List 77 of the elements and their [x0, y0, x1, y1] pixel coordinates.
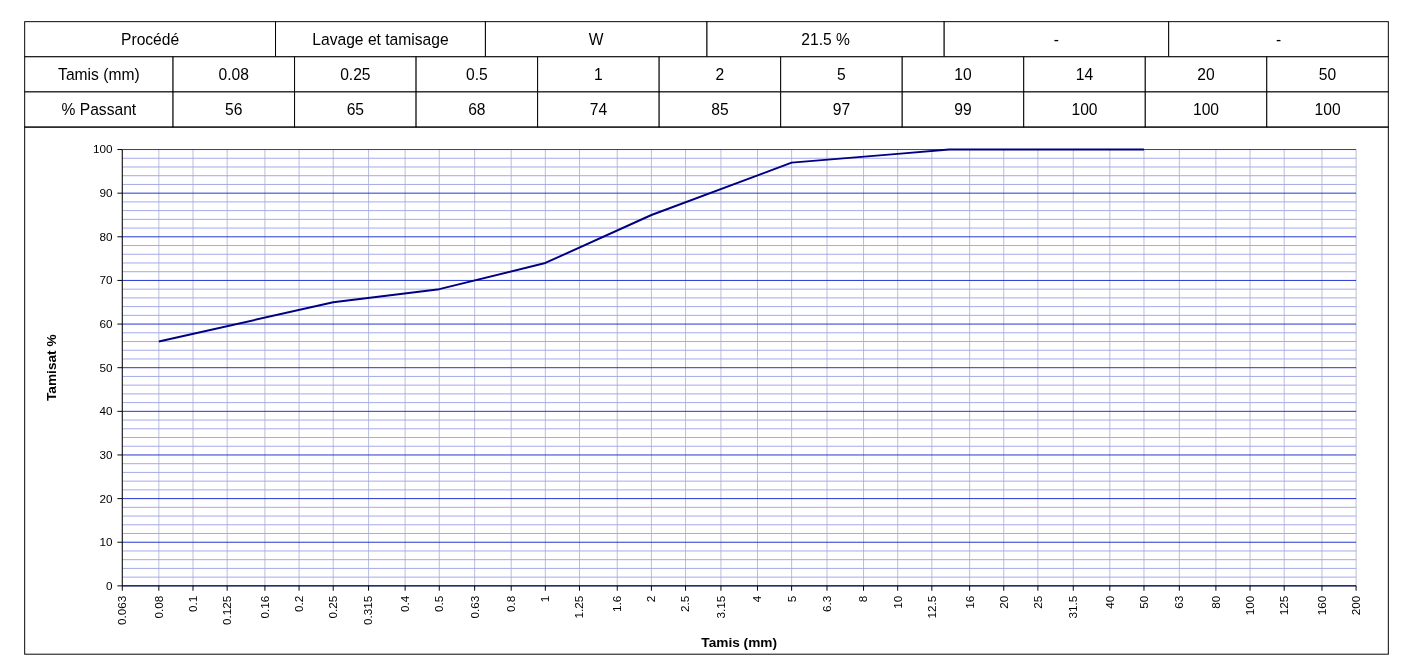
x-tick-label: 25 [1030, 595, 1044, 609]
y-tick-label: 70 [99, 273, 114, 287]
x-tick-label: 100 [1242, 595, 1256, 616]
y-tick-label: 90 [99, 186, 114, 200]
x-tick-label: 0.63 [467, 595, 481, 619]
text: 0.5 [466, 66, 489, 84]
y-tick-label: 40 [99, 404, 114, 418]
x-tick-label: 16 [962, 595, 976, 609]
x-axis-title: Tamis (mm) [701, 635, 778, 651]
text: 74 [589, 101, 608, 119]
y-tick-label: 100 [93, 142, 114, 156]
text: 68 [468, 101, 486, 119]
x-tick-label: 40 [1102, 595, 1116, 609]
x-tick-label: 0.08 [151, 595, 165, 619]
x-tick-label: 0.1 [185, 595, 199, 612]
text: 14 [1075, 66, 1094, 84]
x-tick-label: 0.2 [291, 595, 305, 612]
text: 99 [954, 101, 972, 119]
x-tick-label: 160 [1314, 595, 1328, 616]
x-tick-label: 6.3 [819, 595, 833, 612]
y-tick-label: 30 [99, 447, 114, 461]
x-tick-label: 2 [644, 595, 658, 603]
text: 50 [1318, 66, 1337, 84]
x-tick-label: 4 [750, 595, 764, 603]
y-tick-label: 50 [99, 360, 114, 374]
x-tick-label: 0.5 [432, 595, 446, 612]
text: Procédé [121, 31, 180, 49]
text: 100 [1314, 101, 1341, 119]
text: Lavage et tamisage [312, 31, 449, 49]
text: 1 [594, 66, 603, 84]
text: % Passant [61, 101, 137, 119]
y-tick-label: 0 [106, 578, 114, 592]
text: - [1275, 31, 1282, 49]
x-tick-label: 20 [996, 595, 1010, 609]
text: 85 [711, 101, 729, 119]
x-tick-label: 0.25 [326, 595, 340, 619]
y-tick-label: 80 [99, 229, 114, 243]
x-tick-label: 0.8 [504, 595, 518, 612]
y-tick-label: 10 [99, 535, 114, 549]
x-tick-label: 125 [1277, 595, 1291, 616]
text: 56 [225, 101, 243, 119]
x-tick-label: 1.25 [572, 595, 586, 619]
x-tick-label: 12.5 [924, 595, 938, 619]
x-tick-label: 5 [784, 595, 798, 603]
x-tick-label: 63 [1172, 595, 1186, 609]
text: 21.5 % [801, 31, 850, 49]
text: W [588, 31, 604, 49]
text: 2 [715, 66, 725, 84]
text: 0.08 [218, 66, 250, 84]
text: - [1053, 31, 1060, 49]
text: 20 [1197, 66, 1216, 84]
x-tick-label: 8 [856, 595, 870, 603]
x-tick-label: 80 [1208, 595, 1222, 609]
x-tick-label: 1.6 [610, 595, 624, 612]
x-tick-label: 200 [1349, 595, 1363, 616]
x-tick-label: 3.15 [713, 595, 727, 619]
x-tick-label: 0.4 [398, 595, 412, 612]
x-tick-label: 1 [538, 595, 552, 603]
text: 10 [954, 66, 972, 84]
x-tick-label: 10 [890, 595, 904, 609]
x-tick-label: 0.16 [257, 595, 271, 619]
y-tick-label: 60 [99, 316, 114, 330]
text: 5 [837, 66, 847, 84]
x-tick-label: 0.125 [220, 595, 234, 625]
x-tick-label: 50 [1136, 595, 1150, 609]
y-tick-label: 20 [99, 491, 114, 505]
text: 100 [1071, 101, 1098, 119]
text: 65 [346, 101, 365, 119]
text: Tamis (mm) [58, 66, 140, 84]
text: 0.25 [340, 66, 371, 84]
x-tick-label: 31.5 [1066, 595, 1080, 619]
x-tick-label: 0.315 [361, 595, 375, 625]
y-axis-title: Tamisat % [43, 334, 59, 401]
text: 100 [1193, 101, 1220, 119]
text: 97 [832, 101, 851, 119]
x-tick-label: 2.5 [678, 595, 692, 612]
x-tick-label: 0.063 [115, 595, 129, 625]
